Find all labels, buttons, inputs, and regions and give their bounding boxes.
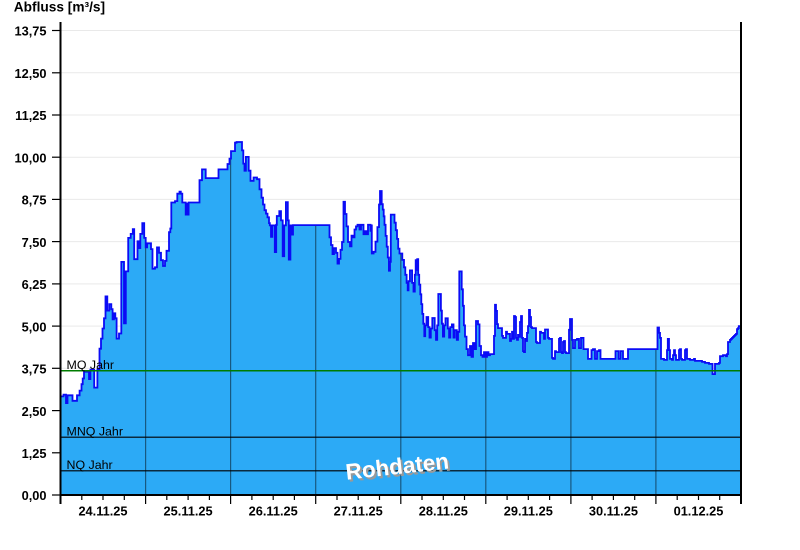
svg-text:30.11.25: 30.11.25 xyxy=(589,504,638,519)
svg-text:3,75: 3,75 xyxy=(22,362,47,377)
svg-text:13,75: 13,75 xyxy=(14,24,46,39)
svg-text:7,50: 7,50 xyxy=(22,235,47,250)
svg-text:01.12.25: 01.12.25 xyxy=(674,504,724,519)
svg-text:2,50: 2,50 xyxy=(22,404,47,419)
svg-text:1,25: 1,25 xyxy=(22,446,47,461)
svg-text:5,00: 5,00 xyxy=(22,319,47,334)
svg-text:MQ Jahr: MQ Jahr xyxy=(67,358,115,372)
svg-text:Abfluss [m³/s]: Abfluss [m³/s] xyxy=(14,0,105,15)
svg-text:10,00: 10,00 xyxy=(14,150,46,165)
svg-text:25.11.25: 25.11.25 xyxy=(164,504,213,519)
svg-text:MNQ Jahr: MNQ Jahr xyxy=(67,424,123,438)
svg-text:12,50: 12,50 xyxy=(14,66,46,81)
svg-text:29.11.25: 29.11.25 xyxy=(504,504,553,519)
svg-text:8,75: 8,75 xyxy=(22,193,47,208)
svg-text:28.11.25: 28.11.25 xyxy=(419,504,468,519)
svg-text:27.11.25: 27.11.25 xyxy=(334,504,383,519)
svg-text:6,25: 6,25 xyxy=(22,277,47,292)
svg-text:11,25: 11,25 xyxy=(15,108,46,123)
svg-text:24.11.25: 24.11.25 xyxy=(78,504,127,519)
svg-text:0,00: 0,00 xyxy=(22,488,47,503)
svg-text:26.11.25: 26.11.25 xyxy=(249,504,298,519)
svg-text:NQ Jahr: NQ Jahr xyxy=(67,458,113,472)
